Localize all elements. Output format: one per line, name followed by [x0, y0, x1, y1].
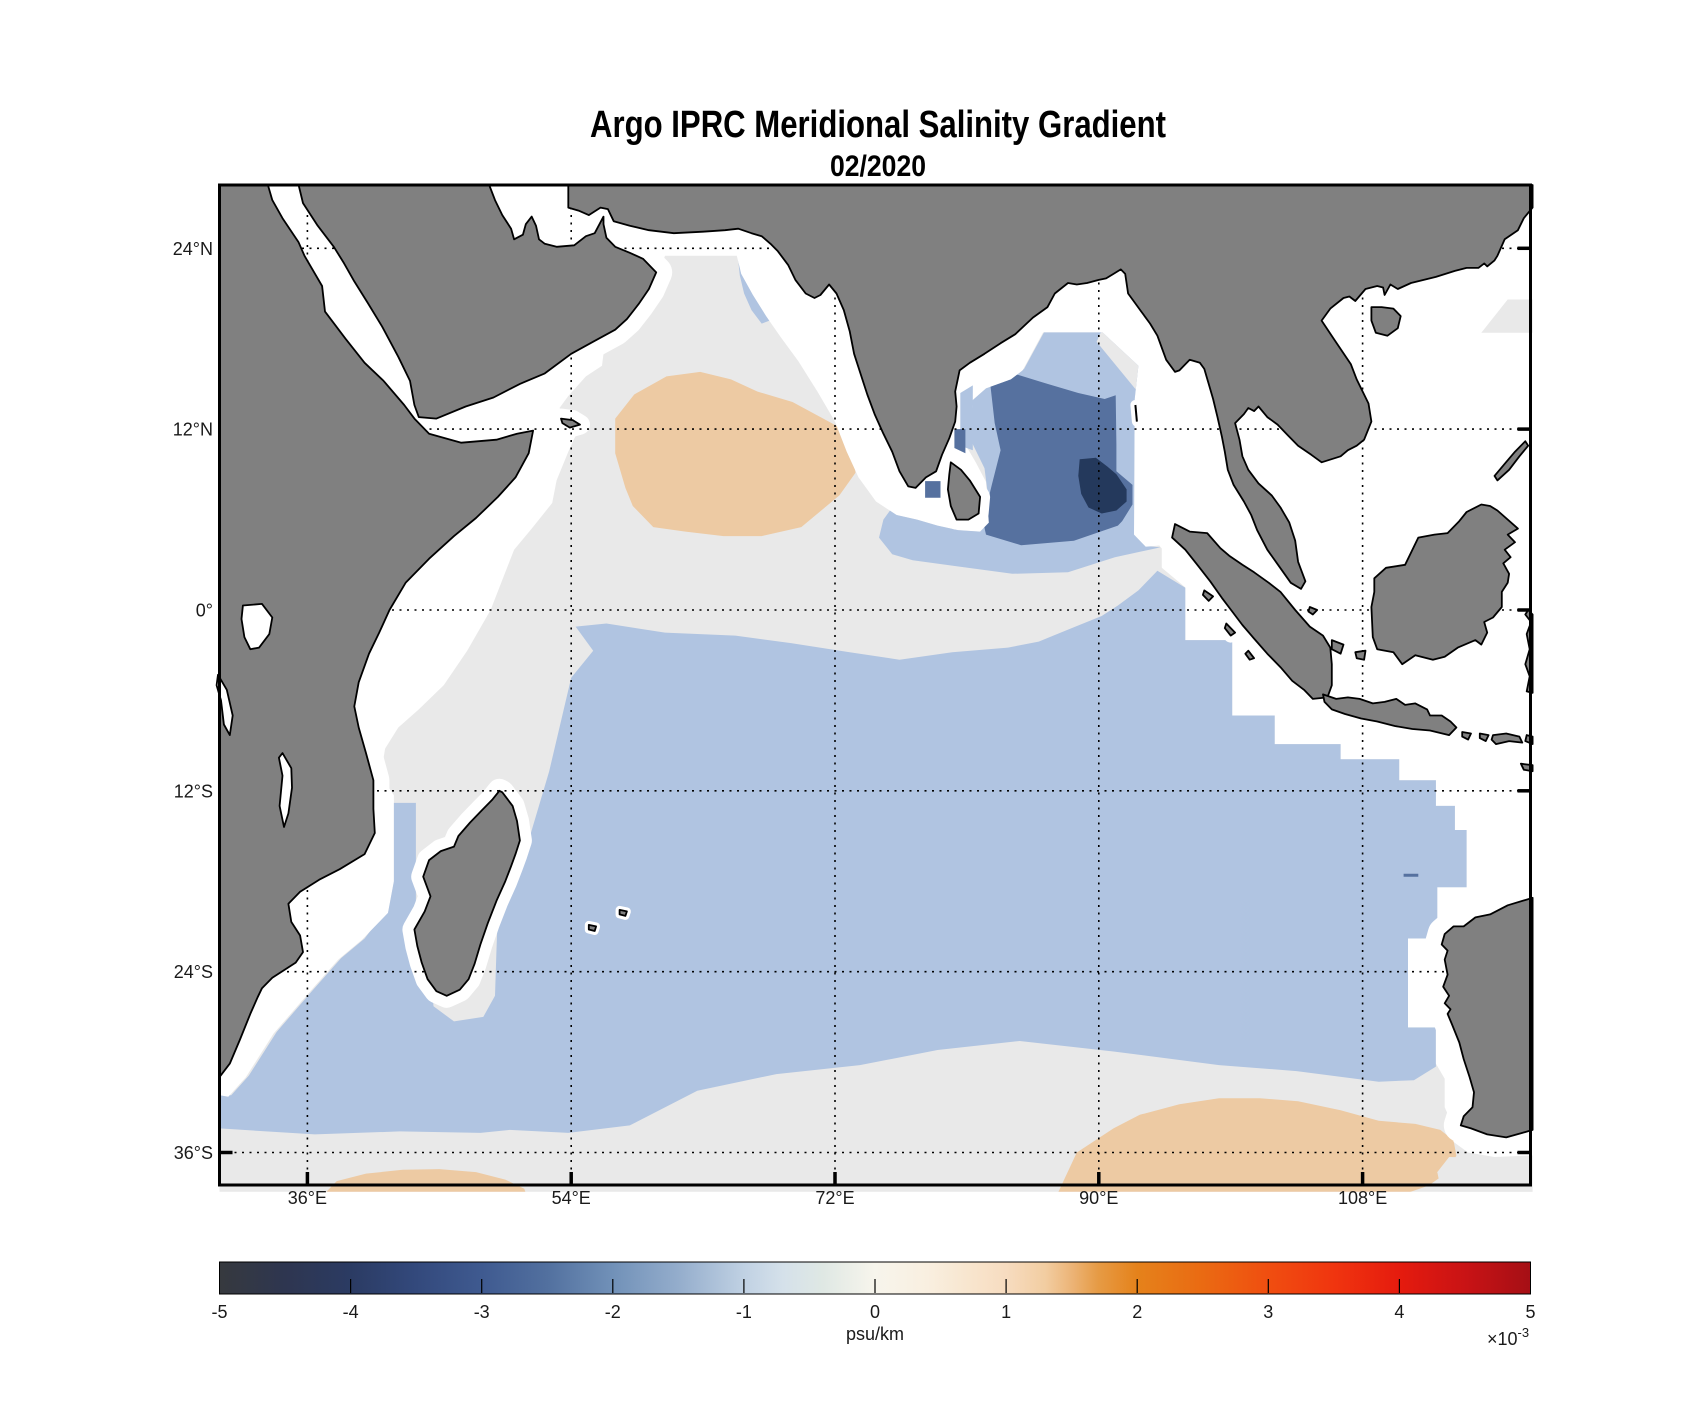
svg-text:0: 0 [870, 1302, 880, 1322]
svg-text:02/2020: 02/2020 [830, 150, 926, 183]
svg-text:12°S: 12°S [174, 781, 213, 801]
svg-text:-1: -1 [736, 1302, 752, 1322]
svg-text:1: 1 [1001, 1302, 1011, 1322]
svg-text:90°E: 90°E [1079, 1188, 1118, 1208]
svg-text:24°S: 24°S [174, 962, 213, 982]
svg-text:-2: -2 [605, 1302, 621, 1322]
svg-text:12°N: 12°N [173, 420, 213, 440]
svg-text:72°E: 72°E [815, 1188, 854, 1208]
svg-text:24°N: 24°N [173, 239, 213, 259]
svg-text:2: 2 [1132, 1302, 1142, 1322]
svg-text:5: 5 [1525, 1302, 1535, 1322]
svg-text:-4: -4 [343, 1302, 359, 1322]
svg-text:-3: -3 [474, 1302, 490, 1322]
svg-text:3: 3 [1263, 1302, 1273, 1322]
svg-text:54°E: 54°E [552, 1188, 591, 1208]
svg-text:108°E: 108°E [1338, 1188, 1387, 1208]
svg-text:4: 4 [1394, 1302, 1404, 1322]
svg-text:-5: -5 [211, 1302, 227, 1322]
svg-text:36°E: 36°E [288, 1188, 327, 1208]
svg-text:36°S: 36°S [174, 1143, 213, 1163]
svg-text:psu/km: psu/km [846, 1324, 904, 1344]
svg-text:Argo IPRC Meridional Salinity: Argo IPRC Meridional Salinity Gradient [590, 104, 1166, 146]
svg-text:0°: 0° [196, 601, 213, 621]
